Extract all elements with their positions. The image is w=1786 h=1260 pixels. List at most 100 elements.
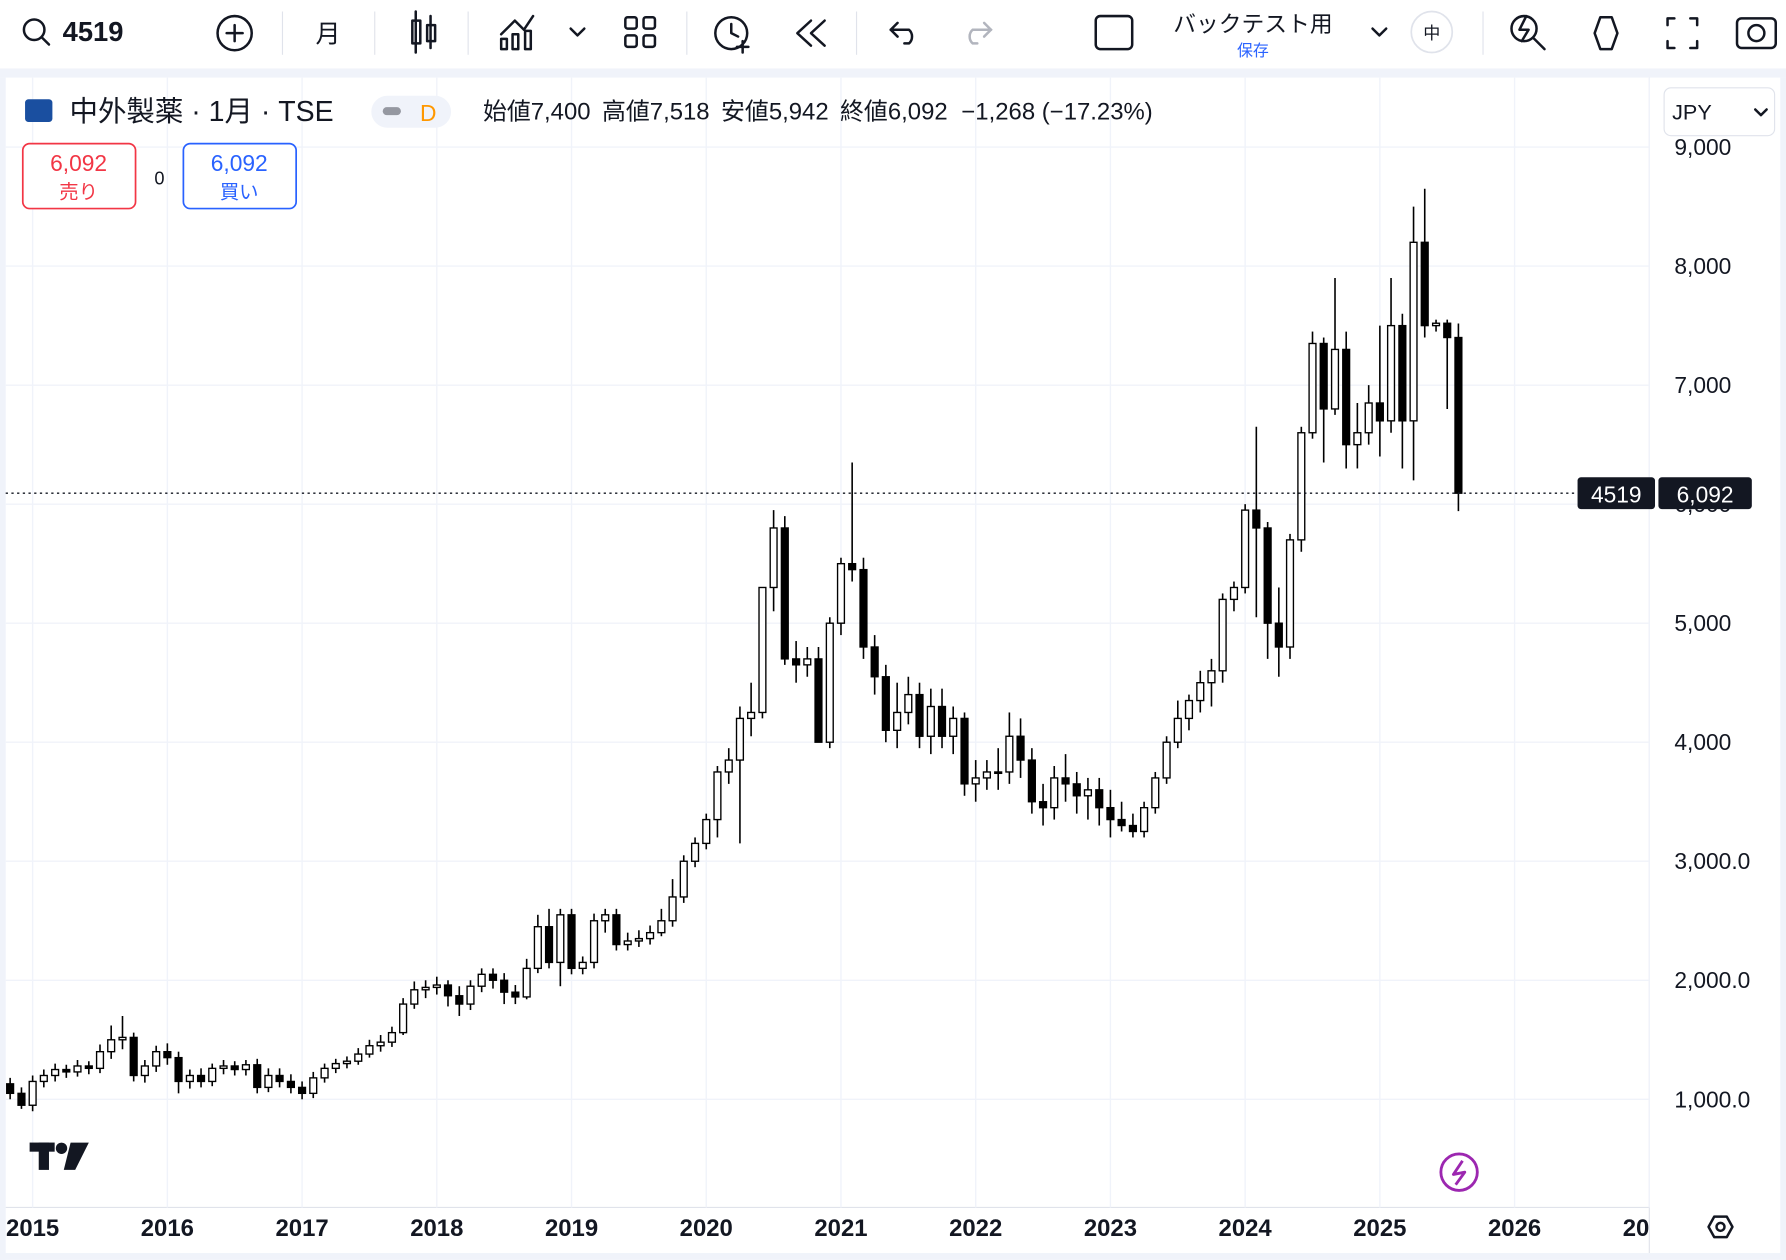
candle-body [949,717,958,737]
candle-body [118,1036,127,1041]
candle-body [645,931,655,940]
layout-dropdown[interactable] [1371,27,1388,37]
candle-body [1140,806,1149,833]
low-value: 5,942 [769,99,829,126]
candle-body [6,1083,15,1095]
x-tick-label: 2018 [410,1215,463,1242]
candle-body [399,1003,408,1034]
candle-body [410,989,419,1005]
layout-name[interactable]: バックテスト用 [1173,11,1332,37]
candle-body [544,926,554,964]
x-tick-label: 2025 [1353,1215,1406,1242]
candle-body [320,1067,329,1079]
alert-button[interactable] [714,15,750,54]
candle-body [1285,539,1295,648]
low-label: 安値 [721,99,769,126]
x-tick-label: 2016 [141,1215,194,1242]
search-button[interactable]: 4519 [22,16,124,47]
candle-body [881,676,890,731]
lightning-button[interactable] [1439,1152,1479,1192]
currency-select[interactable] [1663,87,1776,137]
lang-label: 中 [1423,24,1440,43]
candle-body [1398,324,1407,422]
y-tick-label: 7,000 [1674,372,1731,398]
candle-body [1443,322,1452,339]
candle-body [578,961,587,970]
quick-search-button[interactable] [1510,14,1546,51]
candle-body [208,1067,217,1083]
undo-button[interactable] [889,21,914,45]
save-label[interactable]: 保存 [1237,42,1269,60]
toolbar [0,0,1786,69]
fullscreen-button[interactable] [1666,17,1699,50]
indicators-button[interactable] [499,14,586,51]
separator [0,1253,1786,1260]
symbol-logo [25,99,53,122]
candle-body [129,1036,138,1077]
candle-body [376,1041,385,1047]
snapshot-button[interactable] [1735,17,1778,50]
candle-body [1252,509,1261,529]
candle-body [1319,342,1328,410]
x-tick-label: 2017 [275,1215,328,1242]
layout-icon[interactable] [1094,14,1134,51]
add-symbol-button[interactable] [216,14,253,52]
candle-body [152,1050,161,1067]
candle-body [73,1065,82,1073]
candle-body [1083,789,1093,797]
candle-body [17,1092,26,1106]
interval-button[interactable]: 月 [316,20,341,48]
candle-body [1162,741,1171,779]
redo-button[interactable] [968,21,993,45]
candle-body [365,1045,374,1055]
candle-body [937,705,947,737]
candle-body [556,914,565,964]
candle-body [219,1065,228,1070]
candle-body [780,527,789,660]
candle-body [1342,348,1351,446]
candle-body [971,777,980,785]
x-tick-label: 2024 [1219,1215,1273,1242]
y-tick-label: 4,000 [1674,729,1731,755]
candle-body [601,914,610,922]
candle-body [836,562,846,624]
candle-body [690,842,700,862]
chart-type-button[interactable] [411,10,437,54]
candle-body [814,658,823,743]
layouts-button[interactable] [624,15,657,49]
candle-body [1431,322,1441,327]
price-tag-label: 6,092 [1677,481,1734,507]
candle-body [1330,348,1340,410]
candle-body [432,984,441,989]
candle-body [297,1086,307,1095]
status-dot [382,107,401,116]
sell-price: 6,092 [50,150,107,176]
currency-label: JPY [1672,100,1712,125]
candle-body [1016,735,1025,761]
x-tick-label: 2021 [814,1215,867,1242]
settings-button[interactable] [1593,15,1619,51]
candle-body [1005,735,1014,773]
close-label: 終値 [840,99,888,126]
symbol-tag [1577,477,1656,510]
candle-body [1263,527,1272,624]
replay-button[interactable] [796,19,826,47]
candle-body [1106,806,1115,821]
axis-settings-button[interactable] [1707,1215,1734,1239]
candle-body [960,717,969,785]
delay-badge: D [420,100,436,126]
candle-body [589,920,599,964]
buy-button[interactable] [182,142,298,210]
status-pill [371,95,452,128]
last-price: 4519 6,092 [5,477,1752,510]
candle-body [1241,509,1250,589]
currency-dropdown [1753,108,1768,117]
candle-body [39,1074,48,1083]
candle-body [533,926,542,970]
sell-button[interactable] [21,142,137,210]
lang-button[interactable] [1410,10,1454,54]
candle-body [713,771,722,821]
open-value: 7,400 [531,99,591,126]
candle-body [174,1056,183,1083]
change-value: −1,268 (−17.23%) [961,99,1152,126]
